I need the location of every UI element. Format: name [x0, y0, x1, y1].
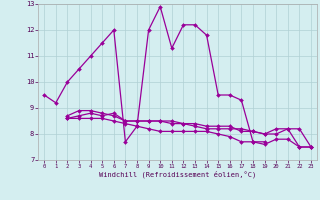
X-axis label: Windchill (Refroidissement éolien,°C): Windchill (Refroidissement éolien,°C)	[99, 171, 256, 178]
